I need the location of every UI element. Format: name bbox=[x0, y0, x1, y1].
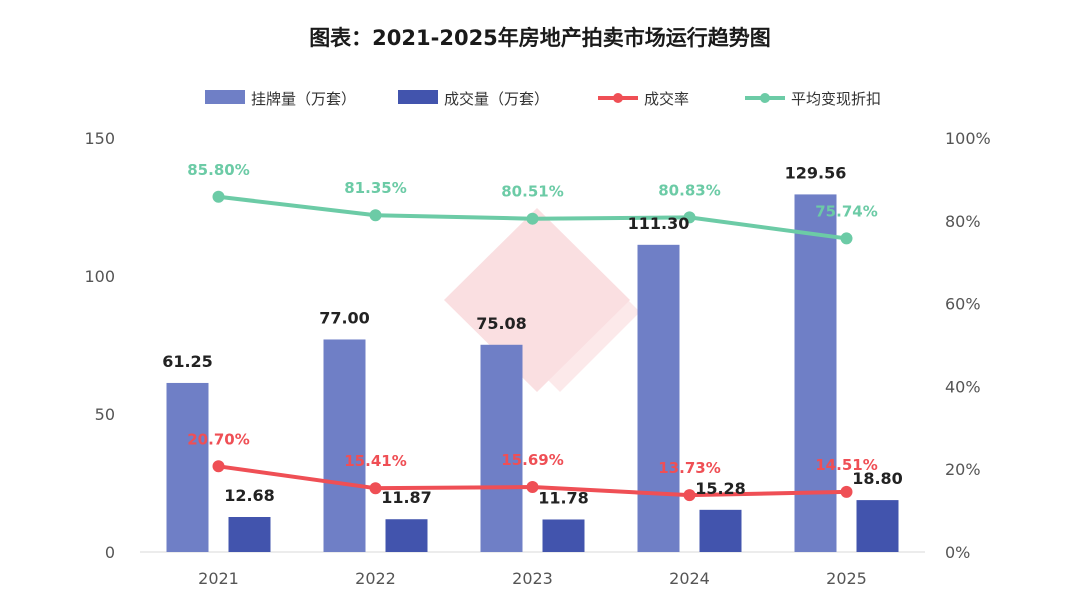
legend-swatch bbox=[205, 90, 245, 104]
point-transaction-rate-label: 14.51% bbox=[815, 456, 877, 474]
bar-listing-volume-label: 75.08 bbox=[476, 314, 527, 333]
point-avg-discount bbox=[683, 211, 696, 224]
watermark-logo bbox=[444, 208, 640, 392]
point-avg-discount-label: 80.51% bbox=[501, 183, 563, 201]
bar-listing-volume-label: 111.30 bbox=[628, 214, 690, 233]
bar-transaction-volume bbox=[228, 517, 271, 552]
point-transaction-rate-label: 20.70% bbox=[187, 430, 249, 448]
bar-transaction-volume-label: 11.87 bbox=[381, 488, 432, 507]
y-right-tick-label: 80% bbox=[945, 212, 981, 231]
y-right-tick-label: 40% bbox=[945, 377, 981, 396]
point-transaction-rate-label: 15.41% bbox=[344, 452, 406, 470]
bar-listing-volume-label: 61.25 bbox=[162, 352, 213, 371]
y-right-tick-label: 60% bbox=[945, 295, 981, 314]
bar-listing-volume-label: 129.56 bbox=[785, 163, 847, 182]
bar-listing-volume bbox=[480, 344, 523, 552]
y-axis-left: 0 50 100 150 bbox=[84, 129, 115, 562]
point-transaction-rate bbox=[683, 489, 696, 502]
x-tick-label: 2023 bbox=[512, 569, 553, 588]
bar-listing-volume bbox=[794, 194, 837, 552]
point-avg-discount bbox=[840, 232, 853, 245]
point-transaction-rate-label: 13.73% bbox=[658, 459, 720, 477]
bar-transaction-volume-label: 11.78 bbox=[538, 488, 589, 507]
bar-transaction-volume bbox=[699, 509, 742, 552]
legend-swatch-marker bbox=[613, 93, 623, 103]
point-transaction-rate bbox=[526, 481, 539, 494]
point-avg-discount-label: 75.74% bbox=[815, 202, 877, 220]
legend: 挂牌量（万套） 成交量（万套） 成交率 平均变现折扣 bbox=[205, 90, 881, 108]
y-axis-right: 0% 20% 40% 60% 80% 100% bbox=[945, 129, 991, 562]
legend-swatch bbox=[398, 90, 438, 104]
x-tick-label: 2024 bbox=[669, 569, 710, 588]
point-avg-discount bbox=[369, 209, 382, 222]
y-left-tick-label: 150 bbox=[84, 129, 115, 148]
point-avg-discount-label: 81.35% bbox=[344, 179, 406, 197]
point-avg-discount-label: 80.83% bbox=[658, 181, 720, 199]
bar-transaction-volume bbox=[856, 500, 899, 552]
bar-listing-volume bbox=[166, 382, 209, 552]
labels-layer: 61.25 77.00 75.08 111.30 129.56 12.68 11.87 11.… bbox=[162, 161, 903, 508]
point-transaction-rate bbox=[840, 485, 853, 498]
bar-listing-volume bbox=[637, 244, 680, 552]
x-tick-label: 2021 bbox=[198, 569, 239, 588]
chart-title: 图表：2021-2025年房地产拍卖市场运行趋势图 bbox=[309, 26, 771, 50]
bar-listing-volume-label: 77.00 bbox=[319, 308, 370, 327]
legend-swatch-marker bbox=[760, 93, 770, 103]
point-avg-discount-label: 85.80% bbox=[187, 161, 249, 179]
legend-entry: 成交率 bbox=[644, 90, 689, 108]
bar-transaction-volume bbox=[385, 519, 428, 552]
point-transaction-rate bbox=[212, 460, 225, 473]
point-avg-discount bbox=[212, 190, 225, 203]
point-transaction-rate bbox=[369, 482, 382, 495]
y-left-tick-label: 100 bbox=[84, 267, 115, 286]
bar-transaction-volume bbox=[542, 519, 585, 552]
y-right-tick-label: 0% bbox=[945, 543, 970, 562]
y-left-tick-label: 50 bbox=[95, 405, 115, 424]
lines-layer bbox=[212, 190, 853, 502]
legend-entry: 挂牌量（万套） bbox=[251, 90, 356, 108]
x-tick-label: 2022 bbox=[355, 569, 396, 588]
point-transaction-rate-label: 15.69% bbox=[501, 451, 563, 469]
y-right-tick-label: 100% bbox=[945, 129, 991, 148]
x-tick-label: 2025 bbox=[826, 569, 867, 588]
y-right-tick-label: 20% bbox=[945, 460, 981, 479]
y-left-tick-label: 0 bbox=[105, 543, 115, 562]
legend-entry: 成交量（万套） bbox=[444, 90, 549, 108]
point-avg-discount bbox=[526, 212, 539, 225]
bar-listing-volume bbox=[323, 339, 366, 552]
legend-entry: 平均变现折扣 bbox=[791, 90, 881, 108]
bar-transaction-volume-label: 15.28 bbox=[695, 479, 746, 498]
x-axis: 2021 2022 2023 2024 2025 bbox=[140, 551, 925, 588]
bar-transaction-volume-label: 18.80 bbox=[852, 469, 903, 488]
bar-transaction-volume-label: 12.68 bbox=[224, 486, 275, 505]
